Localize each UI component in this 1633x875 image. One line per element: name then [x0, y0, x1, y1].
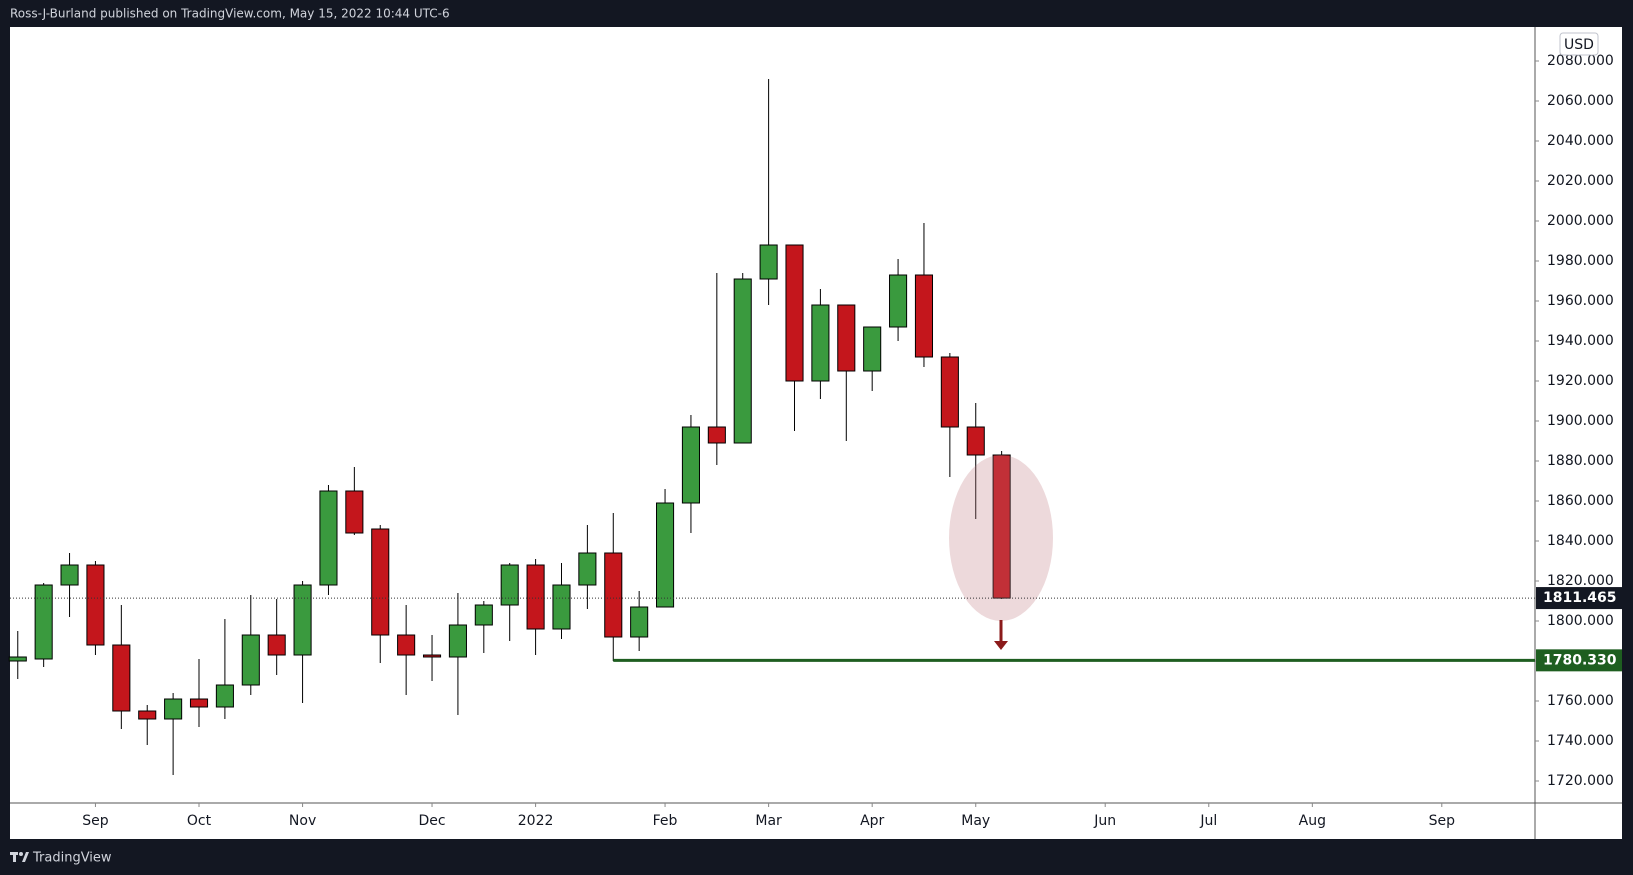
x-tick-label: Sep [82, 813, 109, 829]
candle-body [164, 698, 183, 720]
y-tick-label: 1740.000 [1547, 733, 1614, 749]
x-tick-label: Dec [418, 813, 445, 829]
x-tick-label: Jul [1199, 813, 1217, 829]
axis: 1720.0001740.0001760.0001780.0001800.000… [82, 53, 1622, 829]
candle-body [474, 604, 493, 626]
currency: USD [1564, 37, 1594, 53]
y-tick-label: 2000.000 [1547, 213, 1614, 229]
candle-body [86, 564, 105, 646]
candle-body [552, 584, 571, 630]
candle-body [267, 634, 286, 656]
candle-body [992, 454, 1011, 599]
candle-body [345, 490, 364, 534]
candle-body [785, 244, 804, 382]
header: Ross-J-Burland published on TradingView.… [10, 7, 450, 21]
y-tick-label: 2020.000 [1547, 173, 1614, 189]
candle-body [811, 304, 830, 382]
candle-body [397, 634, 416, 656]
chart-area [10, 27, 1622, 839]
candle-body [578, 552, 597, 586]
candle-body [837, 304, 856, 372]
candle-body [34, 584, 53, 660]
candle-body [656, 502, 675, 608]
candle-body [914, 274, 934, 358]
x-tick-label: Sep [1429, 813, 1456, 829]
candle-body [189, 698, 209, 708]
candle-body [630, 606, 649, 638]
y-tick-label: 1880.000 [1547, 453, 1614, 469]
x-tick-label: Apr [860, 813, 884, 829]
x-tick-label: Oct [187, 813, 212, 829]
y-tick-label: 1800.000 [1547, 613, 1614, 629]
y-tick-label: 1820.000 [1547, 573, 1614, 589]
candle-body [604, 552, 623, 638]
y-tick-label: 1940.000 [1547, 333, 1614, 349]
candle-body [681, 426, 700, 504]
x-tick-label: May [961, 813, 990, 829]
candle-body [889, 274, 908, 328]
plot [8, 79, 1011, 775]
x-tick-label: Aug [1299, 813, 1326, 829]
candle-body [966, 426, 985, 456]
y-tick-label: 1960.000 [1547, 293, 1614, 309]
candle-body [241, 634, 260, 686]
overlay [10, 597, 1535, 662]
support-label: 1780.330 [1543, 652, 1617, 668]
candle-body [371, 528, 390, 636]
candle-body [215, 684, 234, 708]
logo [10, 852, 29, 862]
y-tick-label: 1720.000 [1547, 773, 1614, 789]
x-tick-label: Feb [653, 813, 678, 829]
arrow-head [994, 641, 1008, 650]
y-tick-label: 2060.000 [1547, 93, 1614, 109]
candle-body [759, 244, 778, 280]
y-tick-label: 1860.000 [1547, 493, 1614, 509]
candle-body [138, 710, 157, 720]
highlight-ellipse [949, 455, 1053, 621]
brand: TradingView [32, 851, 112, 866]
y-tick-label: 2040.000 [1547, 133, 1614, 149]
last-price-box [1536, 587, 1622, 610]
y-tick-label: 1840.000 [1547, 533, 1614, 549]
candle-body [733, 278, 752, 444]
x-tick-label: Jun [1093, 813, 1116, 829]
y-tick-label: 1760.000 [1547, 693, 1614, 709]
candle-body [940, 356, 959, 428]
y-tick-label: 1900.000 [1547, 413, 1614, 429]
candle-body [319, 490, 338, 586]
candle-body [293, 584, 312, 656]
candle-body [707, 426, 726, 444]
candle-body [60, 564, 79, 586]
candle-body [112, 644, 131, 712]
candle-body [448, 624, 467, 658]
y-tick-label: 2080.000 [1547, 53, 1614, 69]
x-tick-label: Nov [289, 813, 316, 829]
x-tick-label: Mar [755, 813, 782, 829]
candle-body [8, 656, 27, 662]
support-box [1536, 649, 1622, 672]
x-tick-label: 2022 [518, 813, 554, 829]
candle-body [422, 654, 442, 658]
currency-box [1559, 32, 1599, 56]
candle-body [500, 564, 519, 606]
candle-body [526, 564, 545, 630]
y-tick-label: 1920.000 [1547, 373, 1614, 389]
candle-body [863, 326, 882, 372]
y-tick-label: 1980.000 [1547, 253, 1614, 269]
last-price-label: 1811.465 [1543, 590, 1617, 606]
